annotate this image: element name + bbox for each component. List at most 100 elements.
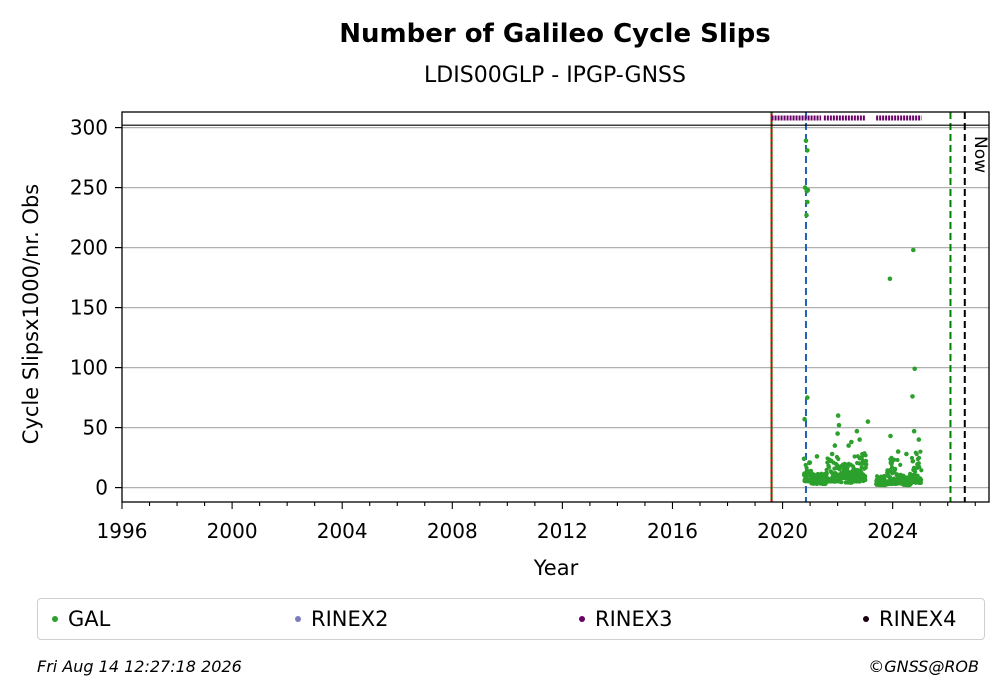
- gal-point: [845, 464, 850, 470]
- gal-point: [864, 462, 869, 467]
- x-tick-label: 2000: [207, 519, 258, 543]
- gal-point: [895, 449, 901, 454]
- now-label: Now: [970, 136, 990, 173]
- rinex4-marker-icon: [863, 616, 869, 622]
- gal-point: [824, 471, 829, 476]
- gal-point: [895, 457, 900, 463]
- gal-point: [892, 457, 897, 462]
- gal-point: [911, 428, 917, 434]
- x-tick-label: 2016: [647, 519, 698, 543]
- y-tick-label: 0: [95, 476, 108, 500]
- chart: Number of Galileo Cycle Slips LDIS00GLP …: [19, 19, 990, 580]
- gal-point: [802, 416, 807, 422]
- gal-point: [895, 472, 900, 477]
- gal-point: [863, 477, 868, 483]
- axes: 0 50 100 150 200 250 300 1996 2000 2004 2008 2012 20…: [70, 111, 990, 543]
- gal-point: [803, 138, 809, 144]
- gal-point: [835, 413, 841, 418]
- gal-point: [805, 187, 811, 193]
- legend-label-gal: GAL: [68, 607, 111, 631]
- timestamp: Fri Aug 14 12:27:18 2026: [37, 657, 242, 676]
- legend-item-rinex2: RINEX2: [295, 599, 389, 639]
- gal-point: [839, 480, 844, 485]
- x-tick-label: 2008: [427, 519, 478, 543]
- plot-frame: [121, 111, 990, 503]
- gal-point: [913, 469, 918, 474]
- gal-point: [835, 431, 840, 436]
- copyright: ©GNSS@ROB: [868, 657, 979, 676]
- legend-label-rinex3: RINEX3: [595, 607, 673, 631]
- gal-point: [836, 422, 842, 428]
- gal-point: [919, 477, 924, 482]
- gal-point: [910, 459, 916, 464]
- gal-point: [893, 466, 898, 471]
- gal-point: [909, 455, 915, 461]
- gal-point: [916, 455, 922, 460]
- x-tick-label: 2020: [757, 519, 808, 543]
- gal-point: [916, 461, 921, 466]
- gal-point: [807, 460, 813, 465]
- gal-point: [805, 148, 810, 153]
- gal-point: [814, 454, 820, 459]
- gal-point: [805, 395, 810, 400]
- gal-point: [863, 453, 868, 458]
- gal-point: [916, 437, 922, 442]
- gal-point: [863, 474, 868, 479]
- gal-point: [888, 433, 893, 439]
- gal-point: [919, 468, 924, 473]
- y-axis-label: Cycle Slipsx1000/nr. Obs: [19, 184, 43, 444]
- gal-point: [904, 451, 909, 457]
- gal-point: [836, 456, 841, 462]
- gal-point: [914, 452, 919, 457]
- gal-point: [865, 419, 871, 424]
- gal-point: [846, 443, 851, 448]
- y-tick-label: 250: [70, 176, 108, 200]
- legend: GAL RINEX2 RINEX3 RINEX4: [37, 598, 985, 640]
- rinex3-marker-icon: [579, 616, 585, 622]
- gal-point: [910, 394, 915, 399]
- gal-point: [863, 465, 868, 470]
- gal-point: [887, 474, 893, 480]
- gal-point: [917, 464, 922, 470]
- gal-point: [852, 454, 857, 459]
- chart-title: Number of Galileo Cycle Slips: [339, 19, 771, 49]
- gal-point: [887, 276, 893, 282]
- gal-point: [915, 473, 920, 478]
- legend-label-rinex4: RINEX4: [879, 607, 957, 631]
- gal-point: [911, 247, 916, 253]
- gal-marker-icon: [52, 616, 58, 622]
- gal-point: [849, 439, 854, 445]
- gal-point: [863, 458, 869, 464]
- gal-point: [860, 458, 865, 463]
- plot-area: Now: [770, 112, 990, 502]
- gal-point: [912, 366, 917, 372]
- gal-point: [857, 437, 862, 442]
- y-tick-label: 50: [83, 416, 108, 440]
- x-tick-label: 1996: [97, 519, 148, 543]
- gal-point: [801, 456, 807, 462]
- legend-item-rinex3: RINEX3: [579, 599, 673, 639]
- gal-point: [804, 212, 809, 218]
- y-tick-label: 100: [70, 356, 108, 380]
- legend-item-gal: GAL: [52, 599, 110, 639]
- x-tick-label: 2024: [867, 519, 918, 543]
- x-tick-label: 2012: [537, 519, 588, 543]
- y-tick-label: 300: [70, 116, 108, 140]
- x-tick-label: 2004: [317, 519, 368, 543]
- gal-point: [889, 465, 895, 470]
- y-tick-label: 150: [70, 296, 108, 320]
- gal-point: [832, 443, 838, 448]
- gal-point: [918, 449, 923, 454]
- grid-lines: [122, 126, 989, 489]
- gal-point: [826, 465, 832, 470]
- x-axis-label: Year: [533, 556, 579, 580]
- legend-label-rinex2: RINEX2: [311, 607, 389, 631]
- y-tick-label: 200: [70, 236, 108, 260]
- chart-subtitle: LDIS00GLP - IPGP-GNSS: [424, 63, 686, 88]
- rinex2-marker-icon: [295, 616, 301, 622]
- gal-point: [805, 199, 810, 205]
- gal-point: [854, 428, 860, 434]
- gal-point: [898, 462, 903, 467]
- legend-item-rinex4: RINEX4: [863, 599, 957, 639]
- gal-point: [829, 451, 835, 457]
